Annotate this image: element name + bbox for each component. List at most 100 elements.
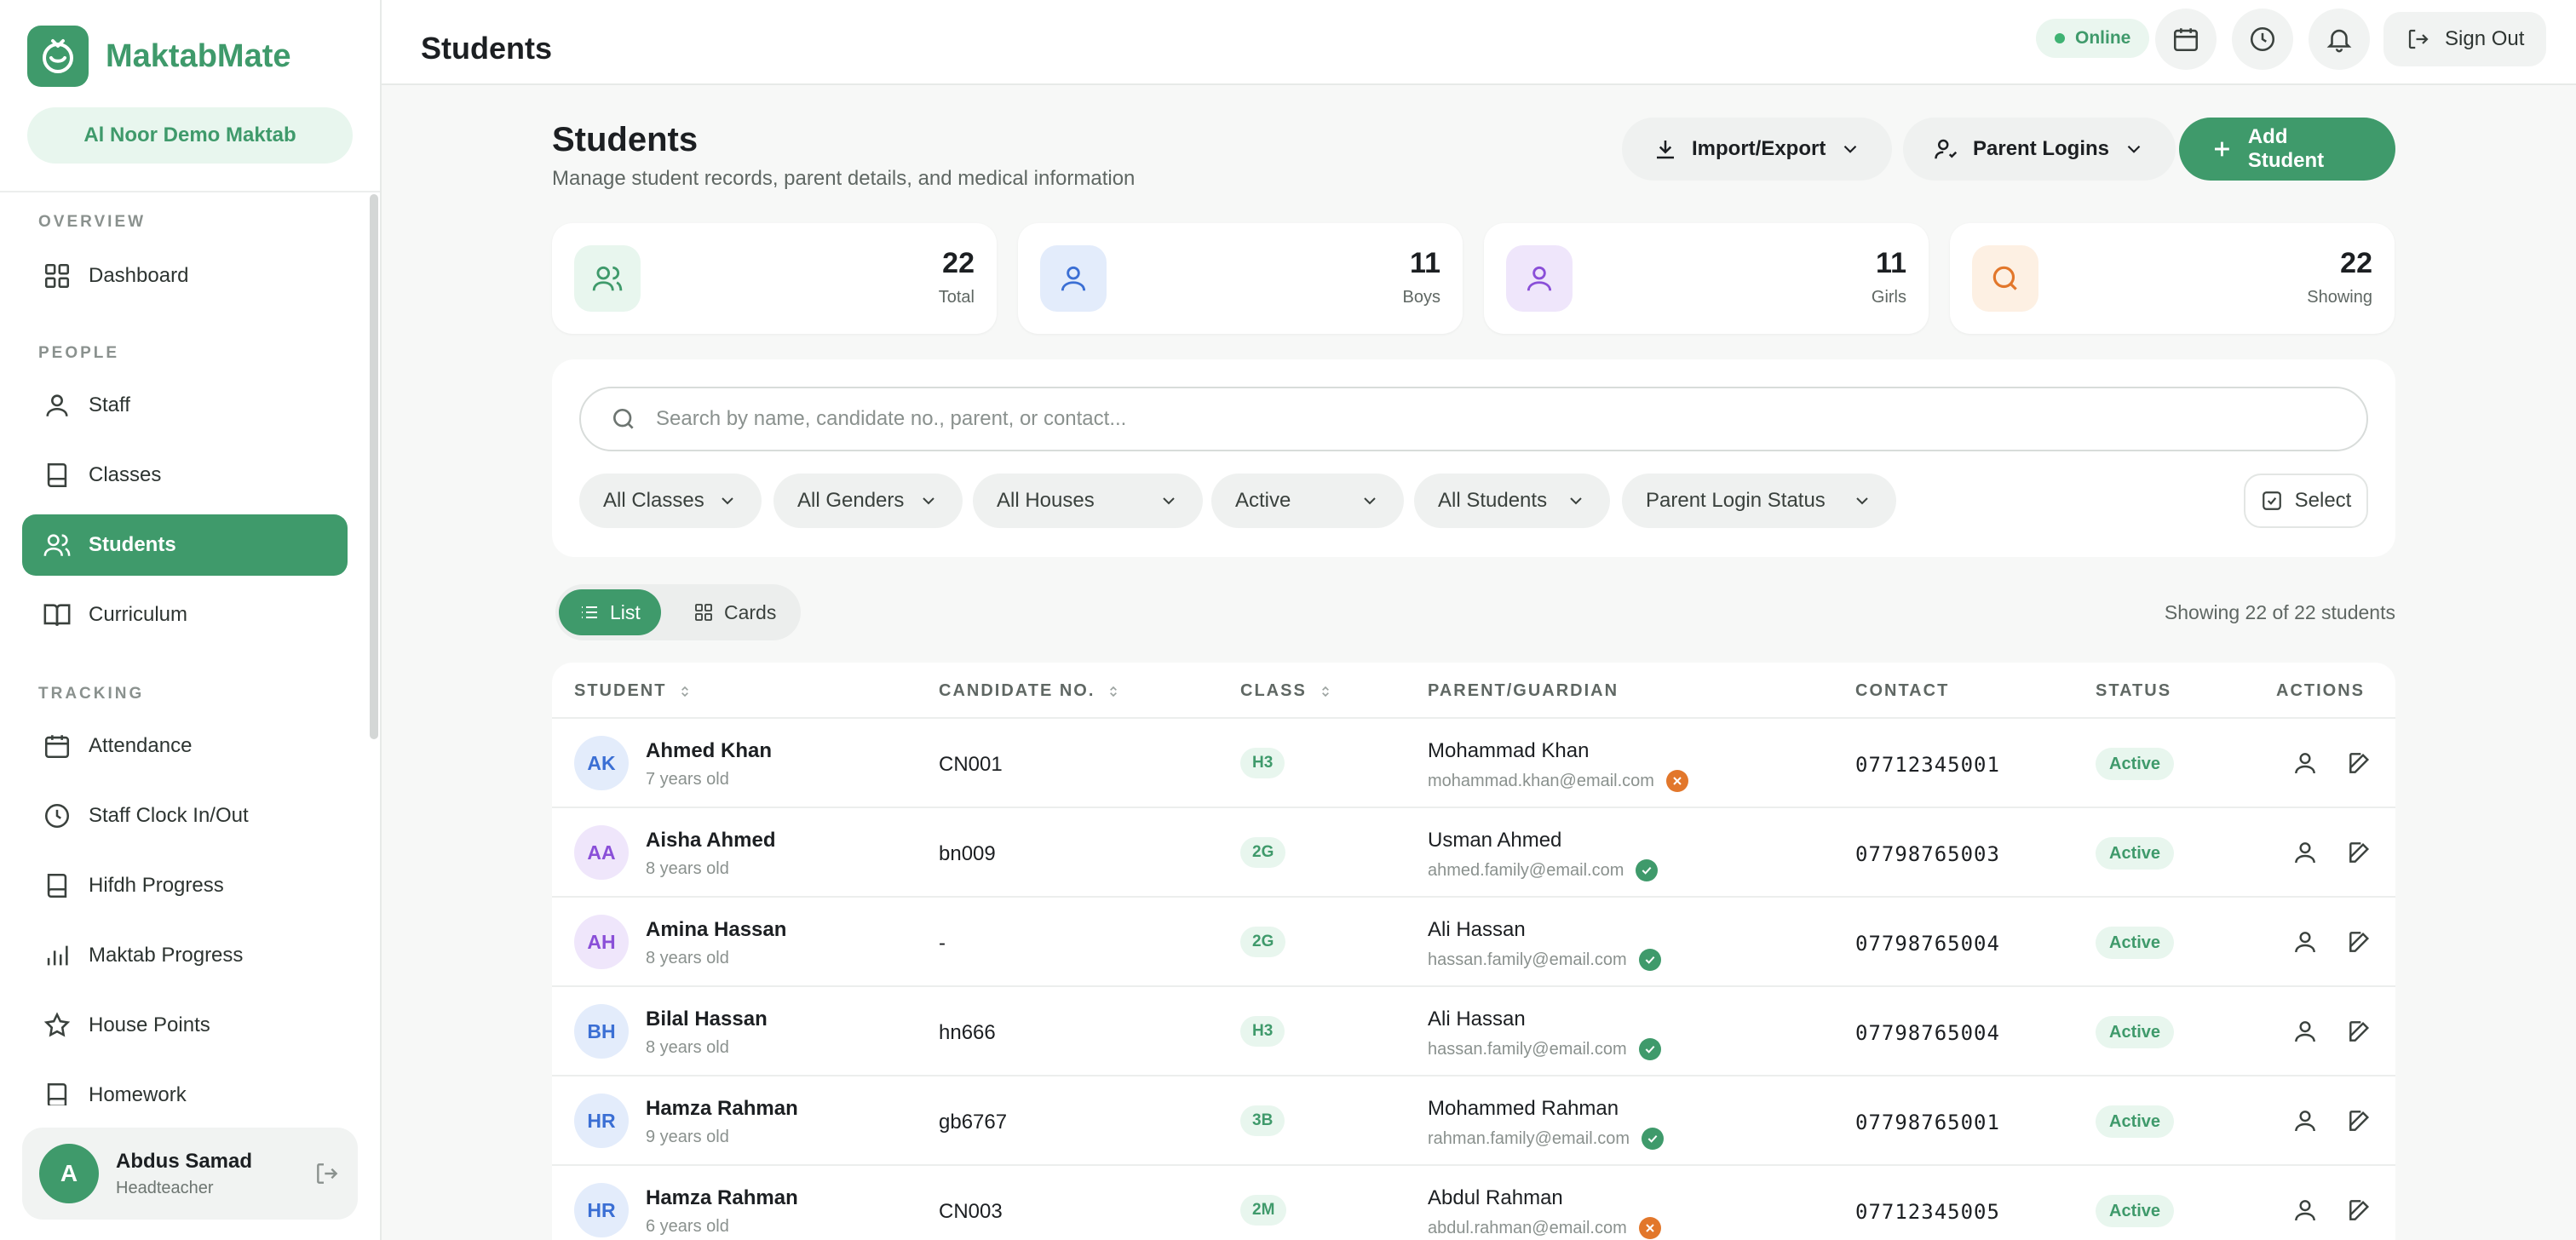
candidate-number: - [939, 932, 946, 955]
view-profile-icon[interactable] [2291, 1018, 2319, 1045]
filter-genders[interactable]: All Genders [773, 474, 963, 528]
table-row[interactable]: BH Bilal Hassan 8 years old hn666 H3 Ali Hass… [552, 987, 2395, 1076]
edit-icon[interactable] [2346, 1018, 2373, 1045]
list-icon [582, 606, 597, 618]
import-export-button[interactable]: Import/Export [1622, 118, 1893, 181]
sidebar-item-staff-clock[interactable]: Staff Clock In/Out [22, 785, 348, 847]
student-name[interactable]: Hamza Rahman [646, 1097, 798, 1120]
student-name[interactable]: Hamza Rahman [646, 1186, 798, 1209]
col-candidate[interactable]: CANDIDATE NO. [939, 681, 1122, 701]
x-circle-icon [1638, 1217, 1661, 1239]
search-field[interactable] [579, 387, 2368, 451]
grid-icon [695, 604, 712, 621]
view-profile-icon[interactable] [2291, 1197, 2319, 1224]
users-icon [43, 534, 71, 556]
view-profile-icon[interactable] [2291, 1107, 2319, 1134]
parent-email-line: abdul.rahman@email.com [1428, 1217, 1661, 1239]
stat-label: Boys [1402, 288, 1440, 307]
view-profile-icon[interactable] [2291, 839, 2319, 866]
status-badge: Online [2036, 19, 2150, 58]
user-card[interactable]: A Abdus Samad Headteacher [22, 1128, 358, 1220]
view-cards-button[interactable]: Cards [673, 589, 796, 635]
table-row[interactable]: AK Ahmed Khan 7 years old CN001 H3 Mohammad K… [552, 719, 2395, 808]
edit-icon[interactable] [2346, 839, 2373, 866]
sign-out-button[interactable]: Sign Out [2383, 12, 2547, 66]
edit-icon[interactable] [2346, 749, 2373, 777]
status-badge: Active [2096, 1105, 2175, 1138]
search-icon [1992, 266, 2017, 290]
sidebar-item-staff[interactable]: Staff [22, 375, 348, 436]
filter-status[interactable]: Active [1211, 474, 1404, 528]
parent-email: ahmed.family@email.com [1428, 860, 1624, 880]
sidebar-item-classes[interactable]: Classes [22, 445, 348, 506]
calendar-button[interactable] [2155, 9, 2217, 70]
sidebar-item-hifdh-progress[interactable]: Hifdh Progress [22, 855, 348, 916]
table-row[interactable]: AA Aisha Ahmed 8 years old bn009 2G Usman Ahm… [552, 808, 2395, 898]
parent-email: rahman.family@email.com [1428, 1128, 1630, 1148]
view-cards-label: Cards [724, 600, 777, 623]
view-list-button[interactable]: List [559, 589, 661, 635]
col-student[interactable]: STUDENT [574, 681, 693, 701]
edit-icon[interactable] [2346, 1197, 2373, 1224]
chevron-down-icon [2127, 145, 2141, 153]
sidebar-item-attendance[interactable]: Attendance [22, 715, 348, 777]
chevron-down-icon [722, 497, 733, 505]
contact-number: 07712345001 [1855, 753, 2000, 777]
table-row[interactable]: AH Amina Hassan 8 years old - 2G Ali Hassan ha… [552, 898, 2395, 987]
filter-houses[interactable]: All Houses [973, 474, 1203, 528]
school-selector[interactable]: Al Noor Demo Maktab [27, 107, 353, 164]
select-button[interactable]: Select [2244, 474, 2368, 528]
filter-students[interactable]: All Students [1414, 474, 1610, 528]
parent-logins-button[interactable]: Parent Logins [1903, 118, 2176, 181]
col-class[interactable]: CLASS [1240, 681, 1334, 701]
check-circle-icon [1638, 949, 1661, 971]
notifications-button[interactable] [2309, 9, 2370, 70]
student-name[interactable]: Amina Hassan [646, 918, 787, 941]
parent-email: mohammad.khan@email.com [1428, 771, 1654, 790]
sidebar-item-curriculum[interactable]: Curriculum [22, 584, 348, 646]
sidebar-item-label: Classes [89, 463, 162, 486]
view-list-label: List [610, 600, 641, 623]
parent-name: Ali Hassan [1428, 918, 1526, 941]
student-age: 8 years old [646, 1038, 729, 1057]
user-icon [1061, 266, 1086, 291]
clock-button[interactable] [2232, 9, 2293, 70]
table-header: STUDENT CANDIDATE NO. CLASS PARENT/GUARD… [552, 663, 2395, 719]
sidebar-item-label: Maktab Progress [89, 944, 244, 967]
parent-email-line: mohammad.khan@email.com [1428, 770, 1688, 792]
view-toggle: List Cards [555, 584, 801, 640]
student-name[interactable]: Ahmed Khan [646, 739, 773, 762]
table-row[interactable]: HR Hamza Rahman 6 years old CN003 2M Abdul Ra… [552, 1166, 2395, 1240]
edit-icon[interactable] [2346, 928, 2373, 956]
logout-icon[interactable] [313, 1160, 341, 1187]
edit-icon[interactable] [2346, 1107, 2373, 1134]
brand[interactable]: MaktabMate [27, 26, 291, 87]
sidebar-item-homework[interactable]: Homework [22, 1065, 348, 1105]
search-input[interactable] [656, 407, 2274, 431]
open-book-icon [43, 604, 71, 626]
table-row[interactable]: HR Hamza Rahman 9 years old gb6767 3B Mohamme… [552, 1076, 2395, 1166]
sidebar-item-label: Attendance [89, 734, 193, 757]
clock-icon [44, 803, 70, 829]
sidebar-item-maktab-progress[interactable]: Maktab Progress [22, 925, 348, 986]
grid-icon [44, 263, 70, 289]
parent-logins-label: Parent Logins [1973, 137, 2110, 160]
student-age: 8 years old [646, 859, 729, 878]
add-student-button[interactable]: Add Student [2179, 118, 2395, 181]
filter-parent-login-status[interactable]: Parent Login Status [1622, 474, 1896, 528]
view-profile-icon[interactable] [2291, 749, 2319, 777]
chevron-down-icon [1570, 497, 1582, 505]
filter-classes[interactable]: All Classes [579, 474, 762, 528]
view-profile-icon[interactable] [2291, 928, 2319, 956]
sidebar-item-students[interactable]: Students [22, 514, 348, 576]
chevron-down-icon [1364, 497, 1376, 505]
sidebar-item-dashboard[interactable]: Dashboard [22, 245, 348, 307]
sidebar-scrollbar[interactable] [370, 194, 378, 739]
candidate-number: hn666 [939, 1021, 996, 1044]
stat-value: 11 [1410, 247, 1440, 279]
star-icon [43, 1012, 71, 1037]
sidebar-item-house-points[interactable]: House Points [22, 995, 348, 1056]
student-name[interactable]: Bilal Hassan [646, 1008, 768, 1030]
student-name[interactable]: Aisha Ahmed [646, 829, 776, 852]
online-label: Online [2075, 28, 2131, 48]
